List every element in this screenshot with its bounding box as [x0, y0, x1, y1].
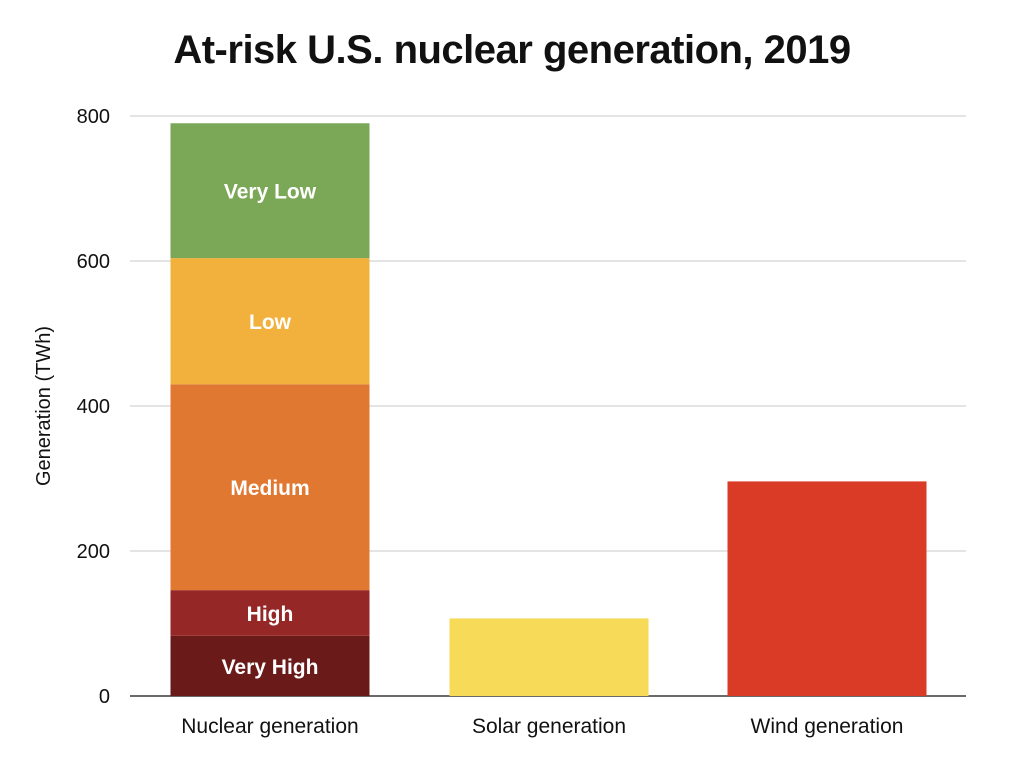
bar-solar-generation	[449, 618, 649, 696]
y-tick-label: 0	[99, 686, 110, 708]
y-tick-label: 600	[77, 251, 110, 273]
x-category-label: Solar generation	[472, 715, 626, 738]
y-tick-label: 200	[77, 541, 110, 563]
bar-segment-very-low	[170, 123, 370, 259]
chart-title: At-risk U.S. nuclear generation, 2019	[173, 28, 851, 72]
bar-segment-very-high	[170, 635, 370, 696]
x-category-label: Nuclear generation	[181, 715, 358, 738]
x-category-label: Wind generation	[751, 715, 904, 738]
bar-segment-high	[170, 590, 370, 636]
segment-label: Very High	[222, 656, 319, 679]
segment-label: High	[247, 603, 294, 626]
bar-segment-low	[170, 258, 370, 385]
y-tick-label: 800	[77, 106, 110, 128]
segment-label: Medium	[230, 477, 309, 500]
bar-wind-generation	[727, 481, 927, 696]
segment-label: Very Low	[224, 181, 317, 204]
segment-label: Low	[249, 311, 292, 334]
y-axis-title: Generation (TWh)	[33, 326, 55, 486]
y-tick-label: 400	[77, 396, 110, 418]
bar-segment-medium	[170, 384, 370, 591]
bars	[170, 123, 927, 696]
labels: 0 200 400 600 800 Very High High Medium Low Very …	[77, 106, 904, 738]
